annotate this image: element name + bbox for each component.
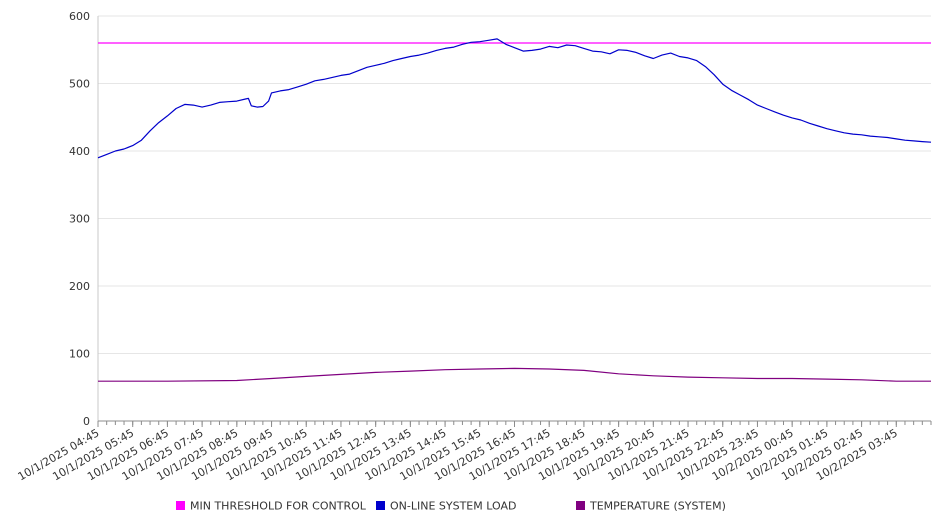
axes (97, 16, 932, 427)
y-tick-label: 0 (83, 415, 90, 428)
legend-label: TEMPERATURE (SYSTEM) (589, 500, 726, 513)
series-line-on-line-system-load (97, 38, 932, 159)
legend-swatch (576, 501, 585, 510)
legend-swatch (376, 501, 385, 510)
y-tick-label: 100 (69, 348, 90, 361)
legend-swatch (176, 501, 185, 510)
legend-label: ON-LINE SYSTEM LOAD (390, 500, 516, 513)
y-tick-label: 600 (69, 10, 90, 23)
y-tick-label: 300 (69, 213, 90, 226)
legend: MIN THRESHOLD FOR CONTROL ON-LINE SYSTEM … (176, 500, 726, 513)
series-lines (97, 38, 932, 382)
series-line-temperature-system (98, 367, 931, 382)
y-tick-label: 400 (69, 145, 90, 158)
y-tick-label: 500 (69, 78, 90, 91)
y-tick-labels: 0 100 200 300 400 500 600 (69, 10, 90, 428)
gridlines (98, 15, 931, 354)
legend-label: MIN THRESHOLD FOR CONTROL (190, 500, 367, 513)
y-tick-label: 200 (69, 280, 90, 293)
